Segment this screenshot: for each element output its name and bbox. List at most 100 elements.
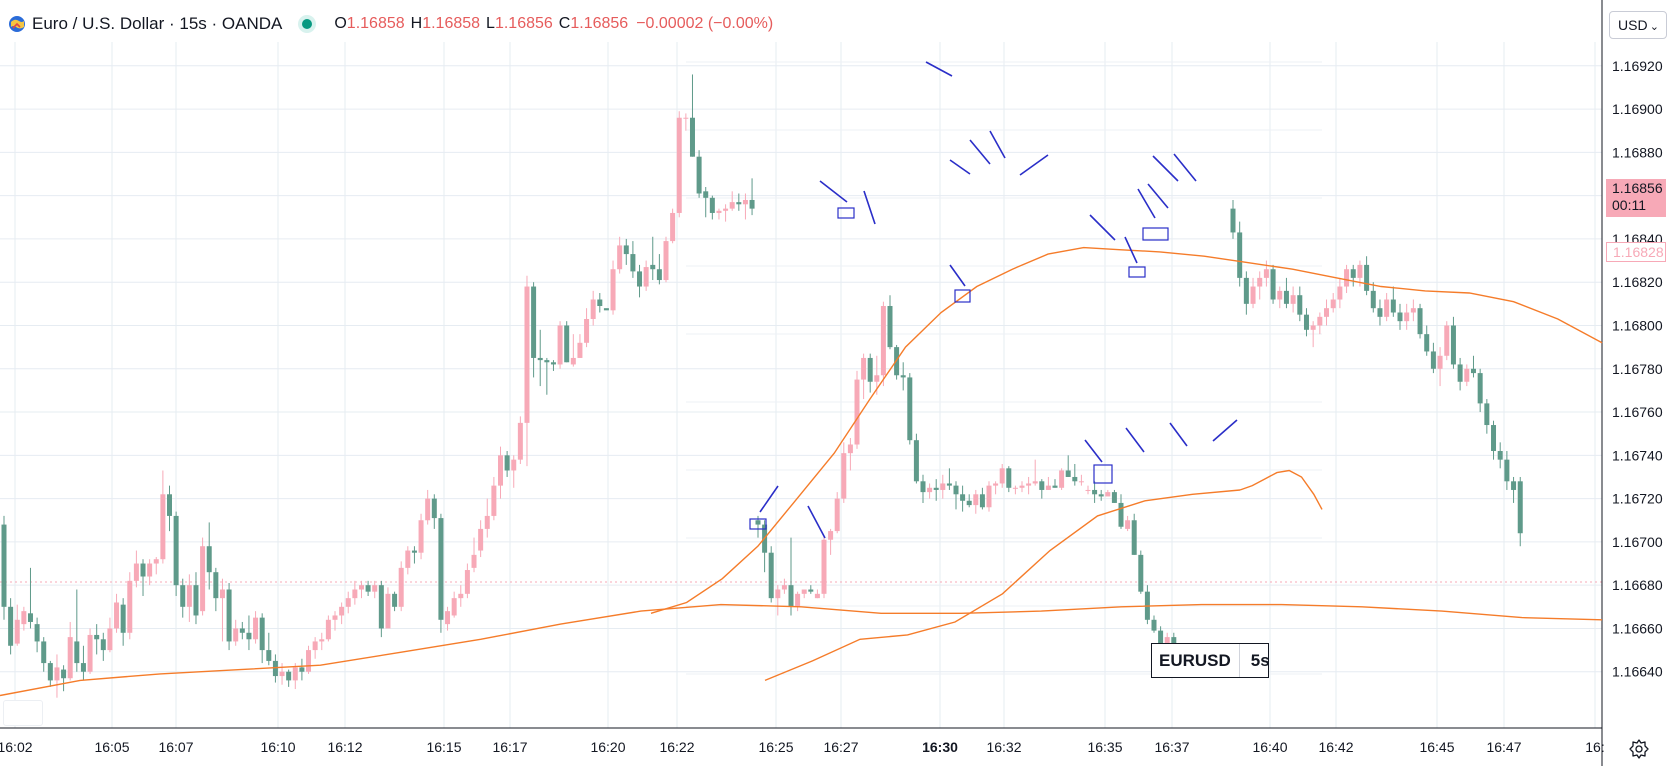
moving-average-line	[1159, 251, 1603, 344]
candle-body	[537, 357, 543, 361]
candle-body	[1450, 325, 1456, 365]
y-axis-tick-label: 1.16820	[1612, 274, 1663, 290]
candle-body	[749, 199, 755, 209]
candle-body	[21, 611, 27, 625]
candle-body	[1032, 481, 1038, 484]
candle-body	[650, 264, 656, 270]
candle-body	[332, 615, 338, 620]
candle-body	[781, 585, 787, 590]
candle-body	[1164, 637, 1170, 646]
annotation-box	[749, 518, 767, 530]
candle-body	[1158, 630, 1164, 646]
candle-body	[398, 567, 404, 607]
y-axis-tick-label: 1.16900	[1612, 101, 1663, 117]
candle-body	[709, 197, 715, 213]
candle-body	[1297, 295, 1303, 315]
candle-body	[960, 494, 966, 501]
candle-body	[405, 550, 411, 568]
candle-body	[1270, 269, 1276, 300]
candle-body	[590, 299, 596, 319]
candle-body	[74, 641, 80, 664]
chevron-down-icon: ⌄	[1649, 21, 1659, 33]
candle-body	[603, 308, 609, 311]
annotation-stroke	[969, 139, 991, 165]
candle-body	[451, 598, 457, 616]
candle-body	[637, 271, 643, 287]
annotation-stroke	[1084, 439, 1103, 463]
watermark-interval: 5s	[1238, 644, 1270, 677]
candle-body	[755, 520, 761, 525]
candle-body	[1310, 325, 1316, 330]
candle-body	[643, 267, 649, 287]
candle-body	[986, 485, 992, 508]
candle-body	[1303, 314, 1309, 330]
x-axis-tick-label: 16:07	[158, 739, 193, 755]
x-axis-tick-label: 16:45	[1419, 739, 1454, 755]
candle-body	[34, 624, 40, 642]
candle-body	[458, 593, 464, 599]
x-axis-tick-label: 16:40	[1252, 739, 1287, 755]
candle-body	[808, 589, 814, 592]
candle-body	[259, 617, 265, 651]
candle-body	[200, 546, 206, 612]
candle-body	[511, 459, 517, 471]
x-axis-tick-label: 16:05	[94, 739, 129, 755]
candle-body	[1484, 403, 1490, 426]
candle-body	[1243, 277, 1249, 304]
candle-body	[1237, 232, 1243, 278]
candle-body	[623, 245, 629, 255]
chart-corner-control[interactable]	[3, 700, 43, 726]
annotation-stroke	[1147, 183, 1169, 209]
candle-body	[973, 494, 979, 506]
candle-body	[1344, 269, 1350, 287]
candle-body	[1317, 316, 1323, 326]
candle-body	[550, 362, 556, 365]
candle-body	[1111, 492, 1117, 503]
currency-selector[interactable]: USD ⌄	[1609, 11, 1667, 39]
high-label: H	[410, 15, 423, 32]
candle-body	[1324, 308, 1330, 317]
candle-body	[617, 245, 623, 270]
candle-body	[1012, 487, 1018, 489]
candle-body	[834, 498, 840, 532]
candle-body	[345, 598, 351, 607]
candle-body	[193, 585, 199, 616]
annotation-box	[1128, 266, 1146, 278]
y-axis-tick-label: 1.16780	[1612, 361, 1663, 377]
symbol-title[interactable]: Euro / U.S. Dollar · 15s · OANDA	[32, 14, 283, 33]
candle-body	[14, 619, 20, 644]
candle-body	[1504, 459, 1510, 482]
annotation-stroke	[1137, 188, 1156, 219]
prev-close-value: 1.16828	[1613, 244, 1664, 260]
candle-body	[1263, 269, 1269, 278]
candle-body	[564, 325, 570, 363]
candle-body	[683, 117, 689, 119]
moving-average-line	[0, 603, 1603, 697]
candle-body	[1437, 355, 1443, 369]
candle-body	[1065, 470, 1071, 477]
candle-body	[788, 585, 794, 607]
candle-body	[1517, 481, 1523, 534]
candle-body	[445, 611, 451, 625]
candle-body	[392, 593, 398, 607]
settings-gear-icon[interactable]	[1628, 738, 1650, 760]
candle-body	[795, 593, 801, 607]
candle-body	[279, 671, 285, 677]
candle-body	[544, 360, 550, 363]
candle-body	[1477, 373, 1483, 404]
candle-body	[630, 254, 636, 272]
candle-body	[431, 498, 437, 519]
annotation-stroke	[1152, 155, 1179, 182]
candle-body	[880, 306, 886, 376]
moving-average-line	[764, 489, 1241, 682]
x-axis-tick-label: 16:20	[590, 739, 625, 755]
candle-body	[127, 580, 133, 633]
y-axis-tick-label: 1.16740	[1612, 447, 1663, 463]
candle-body	[723, 208, 729, 211]
candle-body	[438, 518, 444, 620]
candle-body	[814, 593, 820, 599]
candle-body	[266, 650, 272, 661]
x-axis-tick-label: 16:17	[492, 739, 527, 755]
